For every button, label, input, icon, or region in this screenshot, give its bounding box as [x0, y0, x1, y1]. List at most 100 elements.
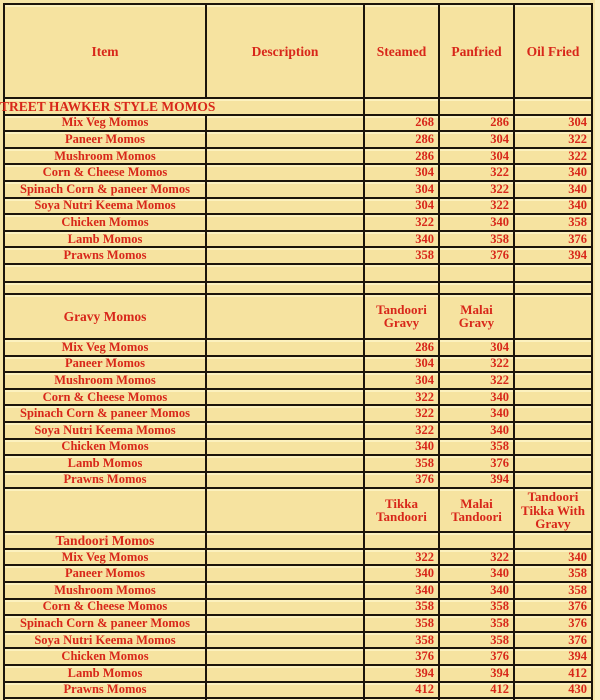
price-cell-text: 340: [415, 582, 434, 597]
price-cell: 304: [438, 130, 515, 149]
description-cell: [205, 680, 365, 700]
description-cell: [205, 531, 365, 550]
price-cell: 376: [363, 647, 440, 667]
item-cell-text: Chicken Momos: [61, 649, 149, 664]
price-cell-text: 322: [415, 406, 434, 421]
price-cell-text: 322: [490, 356, 509, 371]
price-cell-text: 358: [568, 214, 587, 229]
price-cell: [513, 387, 593, 407]
item-cell: [3, 697, 207, 700]
page-right-edge: [595, 0, 600, 700]
price-cell-text: 340: [568, 198, 587, 213]
item-cell-text: Chicken Momos: [61, 439, 149, 454]
price-cell: 304: [363, 371, 440, 390]
description-cell: [205, 664, 365, 683]
price-cell: 286: [363, 130, 440, 149]
price-cell-text: 304: [415, 181, 434, 196]
price-cell-text: 340: [490, 582, 509, 597]
item-cell: Prawns Momos: [3, 246, 207, 265]
item-cell-text: Mix Veg Momos: [61, 339, 149, 354]
price-cell: 340: [438, 581, 515, 600]
price-cell: [513, 280, 593, 295]
price-cell-text: 340: [490, 422, 509, 437]
price-cell-text: 322: [490, 198, 509, 213]
col-header-steamed: Steamed: [363, 3, 440, 99]
price-cell-text: 304: [415, 165, 434, 180]
price-cell: 358: [513, 564, 593, 584]
menu-item-row: Lamb Momos 394 394 412: [3, 664, 593, 683]
item-cell-text: Mix Veg Momos: [61, 549, 149, 564]
price-cell-text: 358: [415, 632, 434, 647]
price-cell-text: 430: [568, 682, 587, 697]
price-cell: 322: [438, 163, 515, 182]
price-cell-text: 340: [490, 406, 509, 421]
menu-item-row: Soya Nutri Keema Momos 358 358 376: [3, 630, 593, 650]
item-cell-text: Soya Nutri Keema Momos: [34, 632, 176, 647]
price-cell: [438, 697, 515, 700]
price-cell: 358: [363, 454, 440, 473]
price-cell: 340: [363, 581, 440, 600]
menu-item-row: Mix Veg Momos 286 304: [3, 337, 593, 357]
menu-item-row: Chicken Momos 340 358: [3, 437, 593, 457]
menu-item-row: Paneer Momos 304 322: [3, 354, 593, 374]
price-cell: 376: [438, 246, 515, 265]
menu-price-table: Item Description Steamed Panfried Oil Fr…: [0, 3, 593, 700]
price-cell-text: 376: [490, 455, 509, 470]
section-title-row: Tandoori Momos: [3, 531, 593, 550]
group-header-row: Gravy Momos Tandoori Gravy Malai Gravy: [3, 292, 593, 340]
description-cell: [205, 213, 365, 232]
price-cell-text: 322: [490, 372, 509, 387]
description-cell: [205, 454, 365, 473]
price-cell-text: 340: [490, 566, 509, 581]
menu-item-row: Paneer Momos 286 304 322: [3, 130, 593, 149]
item-cell-text: Chicken Momos: [61, 214, 149, 229]
price-cell: [513, 454, 593, 473]
section-title-text: TREET HAWKER STYLE MOMOS: [0, 98, 216, 114]
spacer-row: [3, 280, 593, 295]
price-cell-text: 322: [490, 165, 509, 180]
description-cell: [205, 262, 365, 283]
price-cell: 340: [513, 547, 593, 567]
price-col-header: Tandoori Tikka With Gravy: [513, 487, 593, 534]
description-cell: [205, 146, 365, 166]
price-cell: [513, 420, 593, 440]
price-cell-text: 304: [490, 131, 509, 146]
price-cell-text: 340: [568, 165, 587, 180]
table-body: TREET HAWKER STYLE MOMOS Mix Veg Momos 268…: [0, 97, 593, 700]
description-cell: [205, 292, 365, 340]
price-cell: 412: [513, 664, 593, 683]
item-cell: Corn & Cheese Momos: [3, 163, 207, 182]
menu-item-row: Chicken Momos 376 376 394: [3, 647, 593, 667]
description-cell: [205, 163, 365, 182]
price-cell: 322: [438, 196, 515, 216]
price-cell-text: 304: [415, 198, 434, 213]
price-cell: [363, 262, 440, 283]
price-col-header-text: Malai Tandoori: [451, 495, 502, 525]
menu-item-row: Prawns Momos 358 376 394: [3, 246, 593, 265]
menu-item-row: Lamb Momos 340 358 376: [3, 229, 593, 249]
price-cell: [513, 697, 593, 700]
price-cell: 358: [438, 229, 515, 249]
price-cell-text: 322: [415, 389, 434, 404]
price-cell-text: 322: [490, 549, 509, 564]
price-cell-text: 340: [415, 231, 434, 246]
section-title-text: Tandoori Momos: [55, 533, 155, 549]
price-col-header: Tandoori Gravy: [363, 292, 440, 340]
description-cell: [205, 387, 365, 407]
price-cell: [363, 280, 440, 295]
price-cell-text: 394: [490, 665, 509, 680]
section-title: Tandoori Momos: [3, 531, 207, 550]
item-cell: Mushroom Momos: [3, 371, 207, 390]
price-cell: 322: [363, 387, 440, 407]
price-cell: [513, 354, 593, 374]
price-cell-text: 412: [568, 665, 587, 680]
col-header-description: Description: [205, 3, 365, 99]
price-cell: [513, 262, 593, 283]
price-cell-text: 358: [415, 616, 434, 631]
price-cell: 322: [438, 354, 515, 374]
price-cell: [363, 697, 440, 700]
item-cell-text: Prawns Momos: [63, 682, 147, 697]
menu-item-row: Chicken Momos 322 340 358: [3, 213, 593, 232]
table-header: Item Description Steamed Panfried Oil Fr…: [3, 3, 593, 99]
item-cell: Prawns Momos: [3, 470, 207, 490]
